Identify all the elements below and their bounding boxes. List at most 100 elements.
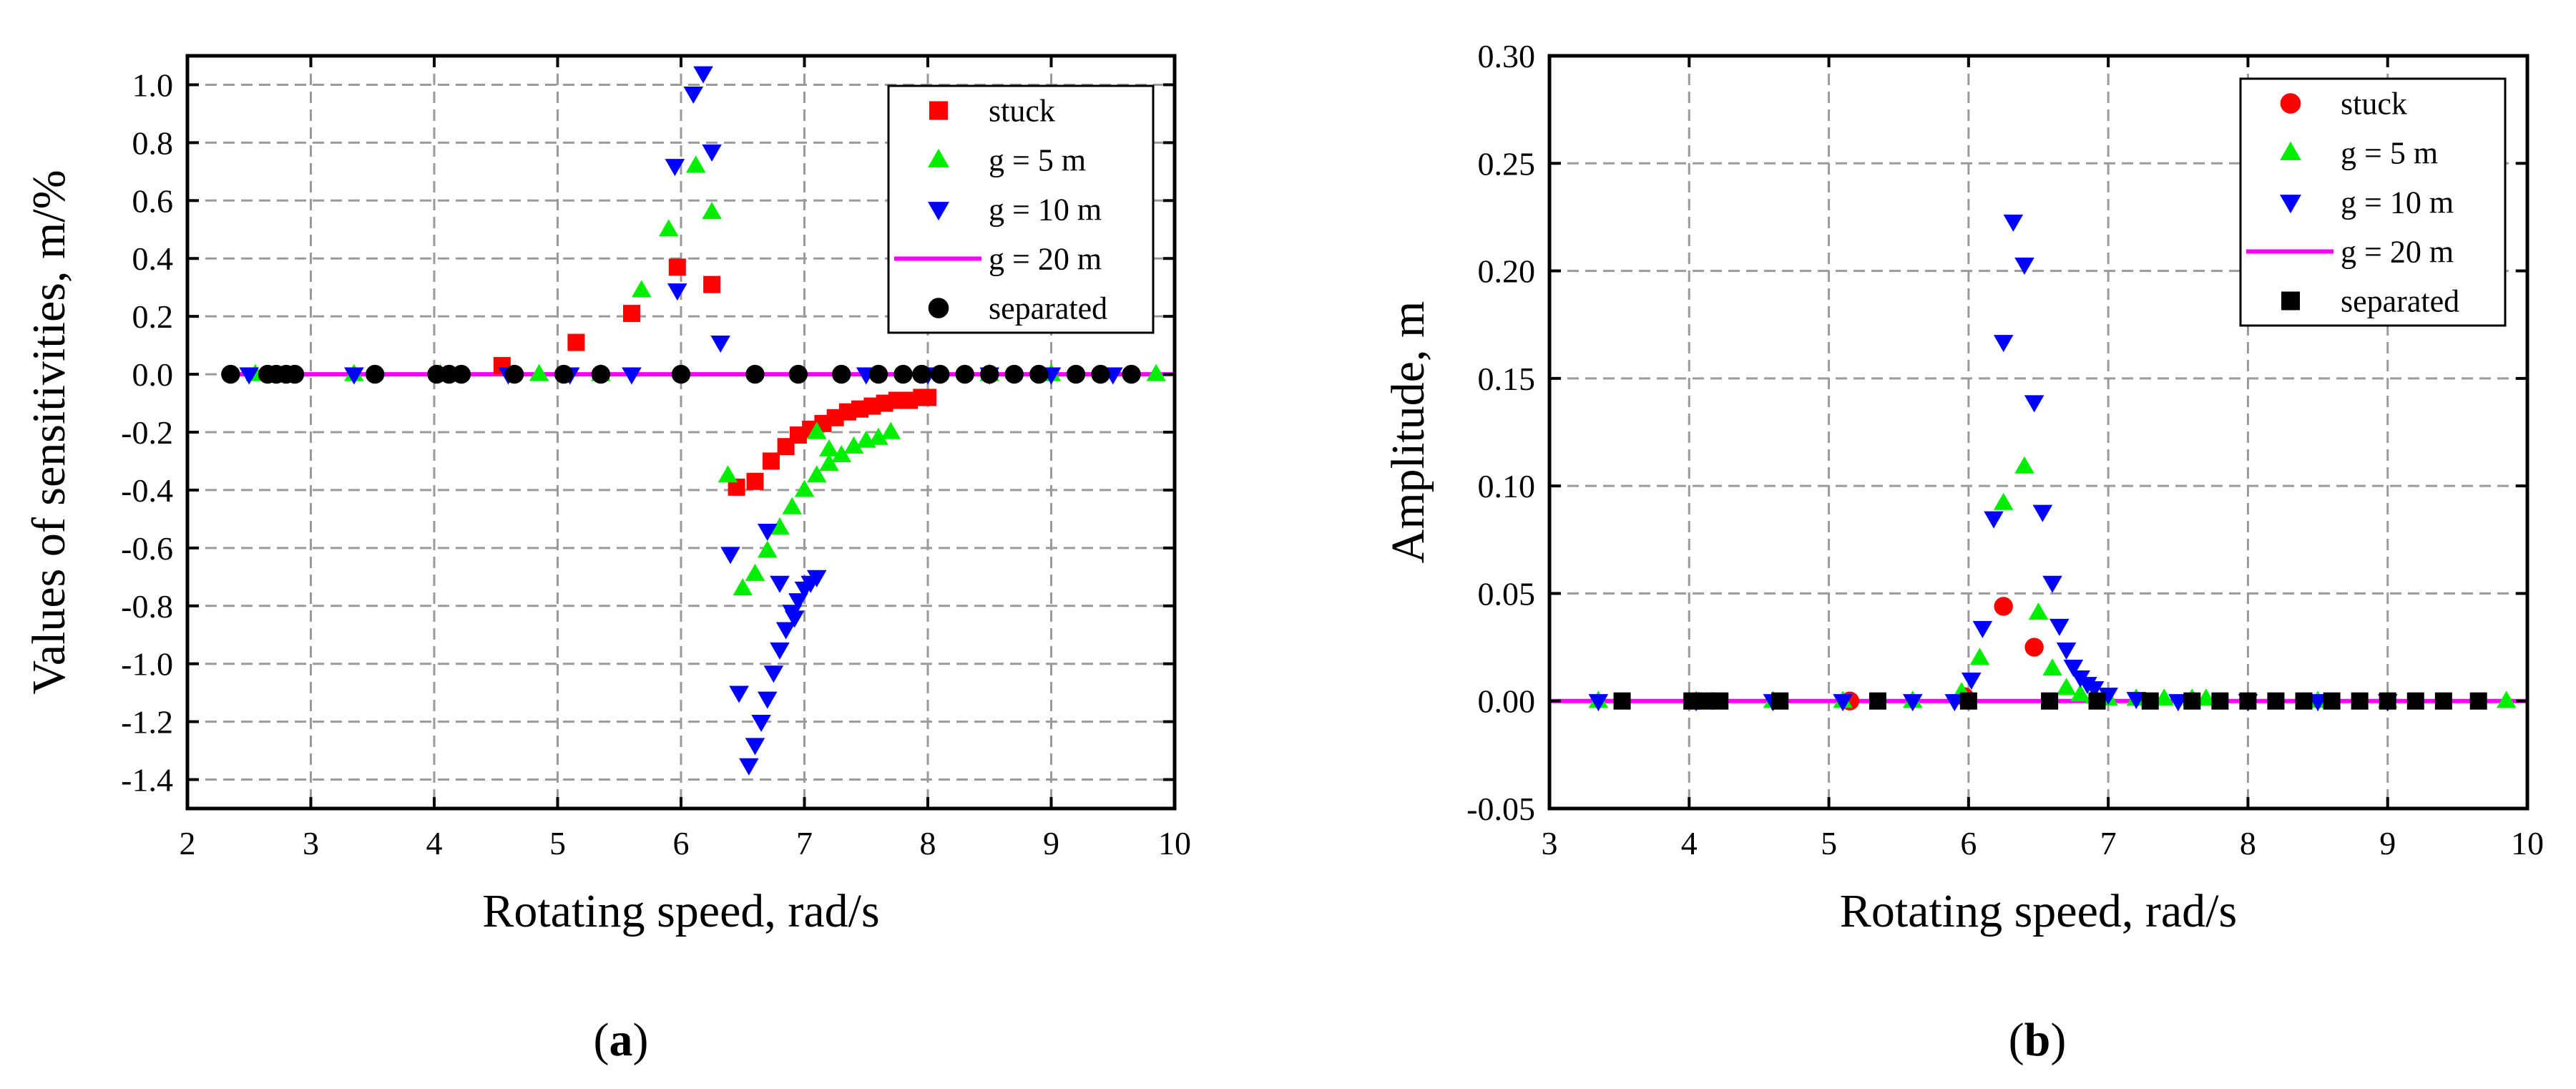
data-point-separated — [2239, 692, 2257, 710]
legend-item-g5: g = 5 m — [928, 143, 1086, 178]
legend: stuck g = 5 m g = 10 m g = 20 m separated — [887, 84, 1155, 334]
data-point-separated — [788, 364, 808, 384]
data-point-g5 — [843, 436, 864, 454]
data-point-g10 — [784, 610, 805, 628]
data-point-g5 — [806, 465, 827, 483]
data-point-stuck — [762, 452, 780, 470]
data-point-g5 — [1969, 648, 1990, 665]
data-point-separated — [2267, 692, 2285, 710]
legend-label-stuck: stuck — [2341, 87, 2407, 122]
y-axis-label: Values of sensitivities, m/% — [23, 170, 75, 694]
data-point-g5 — [806, 421, 827, 439]
data-point-separated — [554, 364, 574, 384]
data-point-g10 — [2308, 694, 2328, 712]
data-point-g5 — [733, 578, 753, 596]
legend-label-g5: g = 5 m — [989, 143, 1086, 178]
data-point-g10 — [1902, 694, 1923, 712]
data-point-g5 — [718, 465, 738, 483]
y-tick-label: -1.0 — [121, 646, 173, 683]
data-point-separated — [2211, 692, 2229, 710]
data-point-g10 — [2084, 681, 2105, 699]
data-point-g10 — [763, 665, 784, 683]
y-tick-label: 1.0 — [132, 67, 174, 103]
data-point-g10 — [2049, 618, 2070, 636]
data-point-g10 — [2063, 660, 2084, 678]
chart-panel-b: 3 4 5 6 7 8 9 10 -0.05 0.00 0.05 0.10 0.15 0.20 0.25 0.… — [1382, 38, 2544, 1066]
data-point-separated — [2379, 692, 2396, 710]
y-tick-label: -0.05 — [1466, 791, 1535, 827]
x-tick-label: 5 — [1821, 825, 1837, 861]
legend-item-stuck: stuck — [929, 94, 1055, 129]
data-point-separated — [2088, 692, 2106, 710]
data-point-g5 — [881, 421, 901, 439]
data-point-g10 — [751, 715, 771, 733]
series-points-separated — [1613, 692, 2487, 710]
data-point-g10 — [739, 758, 759, 776]
x-tick-label: 4 — [426, 825, 443, 861]
y-tick-label: 0.20 — [1478, 253, 1536, 290]
data-point-g5 — [2028, 602, 2049, 620]
data-point-separated — [1959, 692, 1977, 710]
x-tick-label: 10 — [1158, 825, 1191, 861]
data-point-g10 — [745, 738, 765, 756]
data-point-g5 — [794, 479, 815, 497]
x-axis-label: Rotating speed, rad/s — [482, 885, 879, 937]
legend-symbol-g5 — [2280, 141, 2301, 160]
data-point-g10 — [1588, 694, 1609, 712]
data-point-separated — [591, 364, 611, 384]
x-tick-label: 2 — [180, 825, 196, 861]
data-point-separated — [1711, 692, 1729, 710]
x-tick-label: 6 — [1960, 825, 1977, 861]
data-point-g5 — [1993, 492, 2014, 510]
data-point-g10 — [720, 547, 740, 565]
data-point-g10 — [770, 575, 790, 593]
data-point-g10 — [683, 87, 704, 104]
data-point-g10 — [622, 367, 642, 385]
data-point-separated — [1869, 692, 1886, 710]
data-point-g5 — [782, 497, 803, 514]
x-tick-label: 9 — [1043, 825, 1059, 861]
data-point-g5 — [757, 540, 778, 558]
data-point-g10 — [2042, 575, 2062, 593]
data-point-g5 — [819, 454, 839, 472]
legend-item-g20: g = 20 m — [2246, 235, 2454, 270]
x-tick-label: 3 — [303, 825, 319, 861]
data-point-g10 — [1961, 673, 1982, 690]
data-point-separated — [2041, 692, 2059, 710]
legend-symbol-g10 — [2280, 195, 2301, 214]
legend-label-g10: g = 10 m — [2341, 185, 2454, 220]
data-point-stuck — [623, 305, 640, 323]
data-point-g5 — [702, 202, 722, 220]
y-tick-label: 0.10 — [1478, 468, 1536, 504]
data-point-g10 — [667, 283, 687, 301]
panel-caption: (b) — [2009, 1014, 2067, 1066]
y-tick-label: 0.6 — [132, 182, 174, 219]
x-tick-label: 8 — [2240, 825, 2256, 861]
legend-symbol-stuck — [2280, 93, 2301, 114]
legend-item-g10: g = 10 m — [928, 192, 1102, 228]
series-points-separated — [221, 364, 1141, 384]
data-point-g10 — [2168, 694, 2188, 712]
data-point-g10 — [693, 66, 713, 84]
data-point-stuck — [567, 333, 585, 351]
chart-panel-a: 2 3 4 5 6 7 8 9 10 -1.4 -1.2 -1.0 -0.8 -0.6 -0.4 -0.2 0.… — [23, 54, 1191, 1066]
y-tick-label: 0.0 — [132, 356, 174, 393]
y-tick-label: -0.4 — [121, 472, 173, 509]
data-point-separated — [931, 364, 950, 384]
data-point-separated — [1613, 692, 1631, 710]
y-tick-label: -0.8 — [121, 588, 173, 625]
data-point-separated — [1771, 692, 1789, 710]
data-point-g5 — [819, 439, 839, 456]
data-point-separated — [221, 364, 240, 384]
data-point-g5 — [632, 280, 652, 298]
data-point-separated — [868, 364, 888, 384]
y-tick-label: -0.2 — [121, 414, 173, 451]
data-point-separated — [980, 364, 999, 384]
data-point-g5 — [2070, 684, 2090, 702]
legend-item-g10: g = 10 m — [2280, 185, 2454, 220]
data-point-g5 — [2196, 688, 2216, 706]
data-point-g5 — [1146, 363, 1166, 381]
data-point-g5 — [658, 219, 679, 237]
y-tick-label: 0.4 — [132, 240, 174, 277]
